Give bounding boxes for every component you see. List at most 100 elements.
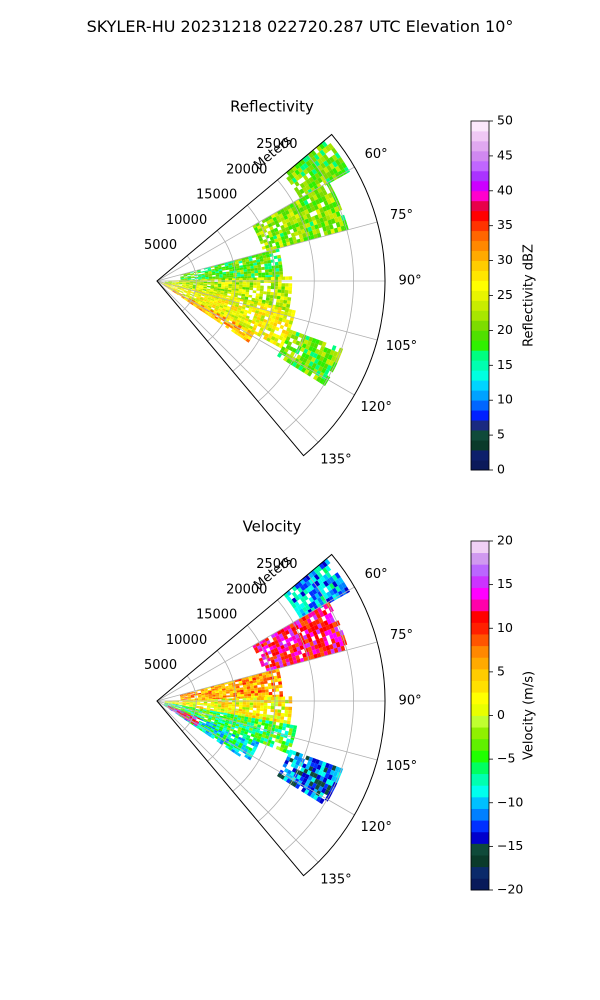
echo-cell [182,701,187,703]
echo-cell [210,699,215,701]
echo-cell [237,713,242,716]
echo-cell [175,712,179,716]
echo-cell [239,312,244,317]
echo-cell [293,606,300,613]
echo-cell [308,164,315,171]
echo-cell [207,307,211,311]
echo-cell [234,725,239,729]
echo-cell [263,291,267,295]
echo-cell [308,590,315,597]
echo-cell [315,198,321,205]
echo-cell [315,218,321,225]
echo-cell [241,259,246,263]
echo-cell [229,325,234,329]
echo-cell [327,192,333,199]
echo-cell [275,302,280,306]
echo-cell [198,712,202,716]
echo-cell [235,685,240,689]
echo-cell [325,225,331,231]
echo-cell [307,790,313,797]
echo-cell [206,719,211,723]
echo-cell [252,712,257,716]
echo-cell [305,580,312,587]
echo-cell [243,721,248,725]
echo-cell [282,351,287,357]
echo-cell [240,730,245,734]
echo-cell [332,771,338,777]
echo-cell [294,213,300,219]
echo-cell [260,303,265,307]
echo-cell [258,329,263,335]
echo-cell [224,709,228,712]
echo-cell [168,702,172,704]
echo-cell [232,739,237,743]
echo-cell [252,290,257,294]
echo-cell [286,303,291,308]
echo-cell [210,704,215,707]
echo-cell [266,294,271,298]
echo-cell [302,625,308,631]
echo-cell [201,694,206,697]
echo-cell [263,677,268,682]
echo-cell [253,262,258,266]
echo-cell [185,706,190,708]
echo-cell [187,698,192,700]
echo-cell [220,301,225,305]
echo-cell [179,702,183,703]
colorbar-segment [471,350,489,361]
echo-cell [224,284,229,286]
echo-cell [265,254,270,258]
echo-cell [221,300,226,303]
echo-cell [221,721,226,725]
echo-cell [263,738,269,743]
echo-cell [305,344,311,350]
echo-cell [327,649,332,656]
echo-cell [337,590,344,598]
echo-cell [210,286,215,288]
echo-cell [186,292,191,295]
echo-cell [214,285,218,287]
radial-grid-arc [257,599,315,822]
echo-cell [189,302,194,306]
echo-cell [230,726,235,730]
echo-cell [317,360,323,366]
echo-cell [180,290,184,293]
echo-cell [318,350,324,356]
echo-cell [213,729,218,733]
echo-cell [211,268,215,271]
echo-cell [263,239,268,244]
echo-cell [179,293,183,296]
echo-cell [312,229,317,235]
echo-cell [326,578,332,585]
echo-cell [326,364,332,371]
echo-cell [257,264,262,268]
echo-cell [290,762,296,768]
echo-cell [256,681,261,686]
echo-cell [197,302,202,305]
echo-cell [334,152,341,159]
echo-cell [326,768,332,775]
echo-field [160,140,350,386]
echo-cell [300,165,306,171]
echo-cell [176,291,180,294]
echo-cell [307,370,313,377]
echo-cell [238,742,244,747]
echo-cell [327,354,333,361]
echo-cell [238,286,243,290]
echo-cell [205,714,209,718]
echo-cell [262,674,267,679]
echo-cell [253,705,257,708]
echo-cell [223,726,228,730]
echo-cell [227,289,232,293]
echo-cell [218,267,222,270]
echo-cell [240,274,245,277]
echo-cell [302,174,309,181]
echo-cell [175,702,179,704]
echo-cell [324,220,329,227]
echo-cell [202,722,206,725]
echo-cell [320,631,326,638]
colorbar-segment [471,843,489,856]
echo-cell [250,270,255,274]
echo-cell [240,694,245,697]
echo-cell [231,312,236,316]
